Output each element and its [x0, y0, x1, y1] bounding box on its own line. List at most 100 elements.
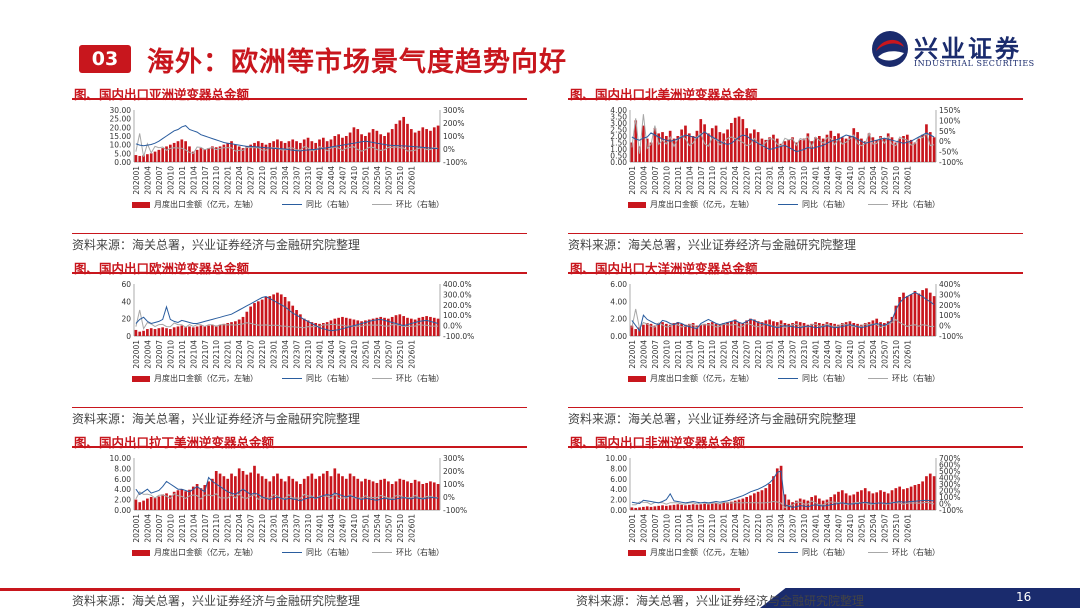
bar: [634, 120, 638, 162]
left-tick-label: 0.00: [610, 332, 627, 341]
bar: [421, 484, 425, 510]
bar: [325, 322, 329, 336]
bar: [718, 132, 722, 162]
bar: [890, 137, 894, 162]
legend-bar-label: 月度出口金额（亿元，左轴）: [154, 200, 258, 209]
chart-legend: 月度出口金额（亿元，左轴） 同比（右轴） 环比（右轴）: [132, 373, 472, 387]
bar: [149, 497, 153, 510]
bar: [249, 144, 253, 162]
x-tick-label: 202507: [384, 166, 393, 195]
x-tick-label: 202601: [407, 166, 416, 195]
series-yoy-line: [631, 131, 935, 153]
bar: [821, 500, 825, 510]
chart-latin-america: 10.008.00 6.004.00 2.000.00 300% 200% 100% 0% -…: [110, 454, 468, 543]
bar: [222, 476, 226, 510]
bar: [356, 129, 360, 162]
divider: [568, 98, 1023, 100]
left-tick-label: 60: [121, 280, 131, 289]
chart-legend: 月度出口金额（亿元，左轴） 同比（右轴） 环比（右轴）: [132, 547, 472, 561]
bar: [886, 493, 890, 510]
left-tick-label: 3.50: [610, 113, 627, 122]
bar: [714, 503, 718, 510]
bar: [383, 136, 386, 162]
bar: [402, 116, 406, 162]
bar: [741, 323, 745, 336]
bar: [852, 494, 856, 510]
legend-bar-swatch: [132, 375, 150, 382]
bar: [413, 319, 417, 336]
bar: [218, 146, 222, 162]
bar: [222, 323, 226, 336]
bar: [921, 481, 924, 510]
bar: [314, 142, 318, 162]
bar: [772, 321, 775, 336]
bar: [867, 491, 871, 510]
bar: [783, 141, 787, 162]
bar: [180, 139, 184, 162]
bar: [406, 123, 409, 162]
bar: [341, 137, 344, 162]
bar: [390, 316, 394, 336]
bar: [279, 141, 283, 162]
x-tick-label: 202501: [361, 514, 370, 543]
x-tick-label: 202201: [224, 514, 233, 543]
bar: [195, 149, 199, 162]
bar: [344, 478, 348, 510]
bar: [840, 323, 844, 336]
bar: [138, 502, 142, 510]
x-tick-label: 202404: [823, 340, 832, 369]
right-tick-label: 300.0%: [443, 290, 472, 299]
bar: [379, 134, 383, 162]
bar: [191, 151, 195, 162]
bar: [157, 328, 161, 336]
bar: [856, 323, 859, 336]
bar: [909, 294, 913, 336]
x-tick-label: 202110: [212, 340, 221, 369]
bar: [657, 133, 661, 162]
left-tick-label: 0.00: [114, 158, 131, 167]
bar: [752, 319, 756, 336]
bar: [691, 136, 695, 162]
page-number: 16: [1016, 590, 1032, 604]
bar: [844, 493, 848, 510]
bar: [272, 476, 275, 510]
bar: [890, 316, 894, 336]
x-tick-label: 202310: [304, 514, 313, 543]
bar: [687, 133, 691, 162]
x-tick-label: 202301: [270, 340, 279, 369]
x-tick-label: 202201: [224, 166, 233, 195]
series-mom-line: [135, 309, 439, 331]
bar: [722, 502, 726, 510]
bar: [253, 142, 256, 162]
legend-yoy-swatch: [282, 204, 302, 205]
x-tick-label: 202404: [823, 166, 832, 195]
bar: [642, 125, 645, 162]
bar: [867, 322, 871, 336]
chart-north-america: 4.003.503.002.502.001.501.000.500.00 150%…: [610, 106, 963, 195]
legend-yoy-swatch: [778, 204, 798, 205]
bar: [787, 139, 791, 162]
x-tick-label: 202510: [892, 514, 901, 543]
bar: [146, 154, 149, 162]
bar: [821, 138, 825, 162]
bar: [256, 141, 260, 162]
bar: [149, 328, 153, 336]
bar: [863, 141, 867, 162]
bar: [218, 473, 222, 510]
x-tick-label: 202001: [132, 166, 141, 195]
x-tick-label: 202401: [316, 514, 325, 543]
bar: [398, 478, 402, 510]
x-tick-label: 202410: [350, 340, 359, 369]
bar: [909, 139, 913, 162]
left-tick-label: 3.00: [610, 119, 627, 128]
bar: [184, 491, 187, 510]
right-tick-label: 300%: [939, 290, 960, 299]
bar: [165, 146, 168, 162]
bar: [928, 473, 932, 510]
bar: [860, 138, 863, 162]
x-tick-label: 202010: [662, 340, 671, 369]
left-tick-label: 1.00: [610, 145, 627, 154]
bar: [684, 324, 687, 336]
bar: [352, 476, 356, 510]
bar: [256, 301, 260, 336]
